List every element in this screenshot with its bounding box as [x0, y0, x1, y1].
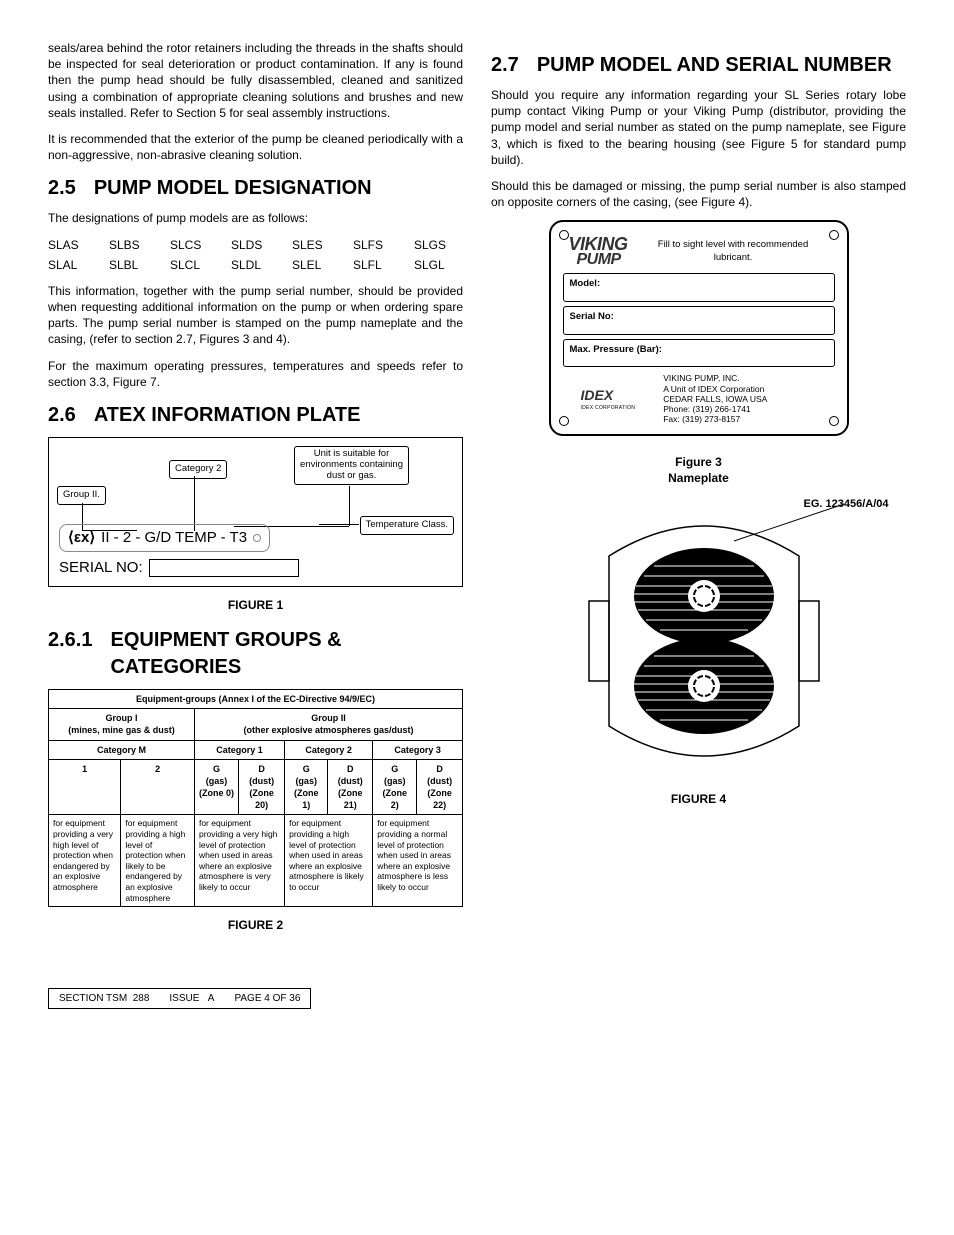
heading-2-7: 2.7 PUMP MODEL AND SERIAL NUMBER	[491, 52, 906, 79]
heading-num: 2.7	[491, 52, 519, 79]
td-d5: for equipment providing a normal level o…	[373, 815, 463, 907]
th-cat2: Category 2	[285, 740, 373, 759]
th-d22: D (dust) (Zone 22)	[417, 759, 463, 815]
nameplate-fill-text: Fill to sight level with recommended lub…	[638, 239, 829, 265]
idex-logo: IDEX	[581, 386, 636, 405]
td-d3: for equipment providing a very high leve…	[194, 815, 284, 907]
td-d1: for equipment providing a very high leve…	[49, 815, 121, 907]
td-d2: for equipment providing a high level of …	[121, 815, 195, 907]
heading-title: PUMP MODEL DESIGNATION	[94, 175, 463, 202]
s25-lead: The designations of pump models are as f…	[48, 210, 463, 226]
rotor-eg-label: EG. 123456/A/04	[803, 497, 888, 512]
atex-code: II - 2 - G/D TEMP - T3	[101, 528, 247, 548]
nameplate-model: Model:	[563, 273, 835, 302]
model-code: SLAS	[48, 237, 97, 253]
footer-issue-label: ISSUE	[169, 993, 199, 1004]
model-code: SLEL	[292, 257, 341, 273]
th-2: 2	[121, 759, 195, 815]
equipment-groups-table: Equipment-groups (Annex I of the EC-Dire…	[48, 689, 463, 907]
figure-3-sub: Nameplate	[491, 470, 906, 486]
s27-p1: Should you require any information regar…	[491, 87, 906, 168]
footer-section-value: 288	[133, 993, 150, 1004]
atex-diagram: Group II. Category 2 Unit is suitable fo…	[48, 437, 463, 587]
heading-2-6-1: 2.6.1 EQUIPMENT GROUPS & CATEGORIES	[48, 627, 463, 681]
nameplate-serial: Serial No:	[563, 306, 835, 335]
th-g0: G (gas) (Zone 0)	[194, 759, 238, 815]
nameplate-address: VIKING PUMP, INC. A Unit of IDEX Corpora…	[663, 373, 767, 424]
intro-p2: It is recommended that the exterior of t…	[48, 131, 463, 163]
model-code: SLBL	[109, 257, 158, 273]
s25-p2: For the maximum operating pressures, tem…	[48, 358, 463, 390]
figure-1-caption: FIGURE 1	[48, 597, 463, 613]
footer-issue-value: A	[208, 993, 215, 1004]
rotor-figure: EG. 123456/A/04	[539, 501, 859, 781]
model-code: SLDS	[231, 237, 280, 253]
page-footer: SECTION TSM 288 ISSUE A PAGE 4 OF 36	[48, 988, 311, 1010]
s27-p2: Should this be damaged or missing, the p…	[491, 178, 906, 210]
heading-2-6: 2.6 ATEX INFORMATION PLATE	[48, 402, 463, 429]
heading-title: ATEX INFORMATION PLATE	[94, 402, 463, 429]
ex-icon: ⟨εx⟩	[68, 528, 95, 548]
atex-tempclass: Temperature Class.	[360, 516, 454, 535]
s25-p1: This information, together with the pump…	[48, 283, 463, 348]
nameplate-maxp: Max. Pressure (Bar):	[563, 339, 835, 368]
heading-2-5: 2.5 PUMP MODEL DESIGNATION	[48, 175, 463, 202]
model-code: SLGL	[414, 257, 463, 273]
idex-sub: IDEX CORPORATION	[581, 405, 636, 412]
th-1: 1	[49, 759, 121, 815]
th-g1: G (gas) (Zone 1)	[285, 759, 328, 815]
nameplate: VIKING PUMP Fill to sight level with rec…	[549, 220, 849, 436]
th-d20: D (dust) (Zone 20)	[239, 759, 285, 815]
rotor-svg	[554, 501, 844, 781]
heading-title: EQUIPMENT GROUPS & CATEGORIES	[110, 627, 463, 681]
atex-group2: Group II.	[57, 486, 106, 505]
th-cat3: Category 3	[373, 740, 463, 759]
model-code: SLCL	[170, 257, 219, 273]
td-d4: for equipment providing a high level of …	[285, 815, 373, 907]
model-code: SLBS	[109, 237, 158, 253]
atex-cat2: Category 2	[169, 460, 227, 479]
nameplate-logo-2: PUMP	[569, 253, 628, 267]
model-code: SLAL	[48, 257, 97, 273]
model-code: SLFL	[353, 257, 402, 273]
model-code: SLES	[292, 237, 341, 253]
th-d21: D (dust) (Zone 21)	[328, 759, 373, 815]
model-grid: SLAS SLBS SLCS SLDS SLES SLFS SLGS SLAL SLBL SLCL…	[48, 237, 463, 273]
footer-page: PAGE 4 OF 36	[224, 989, 310, 1009]
th-catM: Category M	[49, 740, 195, 759]
th-group1: Group I (mines, mine gas & dust)	[49, 709, 195, 740]
th-cat1: Category 1	[194, 740, 284, 759]
figure-3-caption: Figure 3	[491, 454, 906, 470]
model-code: SLDL	[231, 257, 280, 273]
th-g2: G (gas) (Zone 2)	[373, 759, 417, 815]
atex-serial-label: SERIAL NO:	[59, 558, 143, 578]
figure-4-caption: FIGURE 4	[491, 791, 906, 807]
atex-serial-field	[149, 559, 299, 577]
heading-num: 2.6.1	[48, 627, 92, 681]
heading-title: PUMP MODEL AND SERIAL NUMBER	[537, 52, 906, 79]
model-code: SLGS	[414, 237, 463, 253]
heading-num: 2.6	[48, 402, 76, 429]
atex-suitable: Unit is suitable for environments contai…	[294, 446, 409, 485]
th-group2: Group II (other explosive atmospheres ga…	[194, 709, 462, 740]
figure-2-caption: FIGURE 2	[48, 917, 463, 933]
table-caption: Equipment-groups (Annex I of the EC-Dire…	[49, 690, 463, 709]
heading-num: 2.5	[48, 175, 76, 202]
intro-p1: seals/area behind the rotor retainers in…	[48, 40, 463, 121]
model-code: SLCS	[170, 237, 219, 253]
footer-section-label: SECTION TSM	[59, 993, 127, 1004]
model-code: SLFS	[353, 237, 402, 253]
